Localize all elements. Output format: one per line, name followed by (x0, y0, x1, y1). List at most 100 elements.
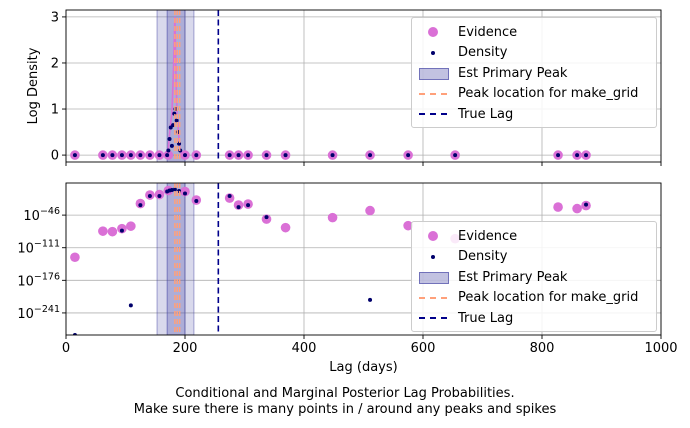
density-point (119, 228, 124, 233)
y-tick-label: 10−241 (17, 304, 60, 322)
legend-label: Est Primary Peak (458, 65, 568, 81)
y-tick-label: 10−176 (17, 271, 60, 289)
legend-label: True Lag (458, 310, 514, 326)
density-point (264, 153, 269, 158)
x-axis-label: Lag (days) (329, 360, 397, 375)
density-point (147, 194, 152, 199)
density-marker-icon (431, 254, 435, 259)
y-tick-label: 2 (51, 56, 59, 71)
density-point (575, 153, 580, 158)
x-tick-label: 200 (173, 341, 198, 356)
evidence-point (327, 212, 338, 223)
density-point (169, 188, 174, 193)
y-axis-label: Log Density (26, 47, 41, 124)
salmon-dash-icon (419, 296, 447, 299)
density-point (227, 194, 232, 199)
density-point (174, 118, 179, 123)
density-point (264, 215, 269, 220)
evidence-point (98, 226, 108, 236)
legend-item-est-primary-peak: Est Primary Peak (418, 267, 648, 288)
density-point (368, 297, 373, 302)
plot-area (70, 10, 591, 162)
axes-frame (65, 9, 662, 163)
figure-caption-line-1: Conditional and Marginal Posterior Lag P… (175, 386, 515, 401)
legend-label: Evidence (458, 24, 518, 40)
legend-label: Peak location for make_grid (458, 86, 639, 102)
est-primary-peak-inner (166, 183, 186, 335)
density-point (584, 202, 589, 207)
density-point (169, 143, 174, 148)
density-point (368, 153, 373, 158)
evidence-point (107, 226, 118, 237)
density-point (138, 153, 143, 158)
density-point (283, 153, 288, 158)
density-point (236, 153, 241, 158)
evidence-point (572, 203, 582, 214)
density-point (406, 153, 411, 158)
density-point (110, 153, 115, 158)
x-tick-label: 0 (62, 341, 70, 356)
evidence-point (70, 252, 80, 263)
y-tick-label: 0 (51, 149, 59, 164)
x-tick-label: 1000 (644, 341, 677, 356)
evidence-point (280, 222, 291, 233)
y-tick-label: 10−111 (17, 239, 60, 257)
x-tick-label: 800 (530, 341, 555, 356)
density-point (172, 187, 177, 192)
legend-item-density: Density (418, 247, 648, 268)
density-point (194, 153, 199, 158)
legend-top: Evidence Density Est Primary Peak Peak l… (411, 17, 657, 128)
density-point (147, 153, 152, 158)
legend-item-peak-location: Peak location for make_grid (418, 84, 648, 105)
evidence-point (553, 202, 563, 212)
density-point (246, 203, 251, 208)
legend-label: Density (458, 45, 508, 61)
peak-patch-icon (419, 272, 449, 285)
peak-patch-icon (419, 68, 449, 81)
density-point (183, 191, 187, 196)
density-point (165, 153, 170, 158)
density-point (584, 153, 589, 158)
density-point (157, 153, 162, 158)
density-point (138, 203, 143, 208)
density-point (167, 136, 172, 141)
legend-item-est-primary-peak: Est Primary Peak (418, 63, 648, 84)
evidence-point (233, 200, 244, 210)
density-marker-icon (431, 50, 435, 55)
evidence-marker-icon (428, 27, 438, 38)
y-tick-label: 10−46 (23, 206, 60, 224)
density-point (166, 148, 171, 153)
evidence-point (117, 223, 127, 234)
legend-label: Evidence (458, 228, 518, 244)
density-point (246, 153, 251, 158)
legend-label: True Lag (458, 106, 514, 122)
evidence-point (224, 193, 235, 203)
figure-caption-line-2: Make sure there is many points in / arou… (133, 402, 557, 417)
axes-frame (65, 182, 662, 336)
y-tick-label: 1 (51, 103, 59, 118)
density-point (171, 123, 176, 128)
legend-item-density: Density (418, 43, 648, 64)
density-point (157, 194, 162, 199)
navy-dash-icon (419, 317, 447, 320)
evidence-marker-icon (428, 231, 438, 242)
legend-item-evidence: Evidence (418, 22, 648, 43)
legend-item-peak-location: Peak location for make_grid (418, 288, 648, 309)
evidence-point (403, 220, 413, 231)
density-point (236, 205, 241, 210)
density-point (453, 153, 458, 158)
density-point (330, 153, 335, 158)
density-curve (165, 16, 183, 156)
y-tick-label: 3 (51, 10, 59, 25)
x-tick-label: 600 (411, 341, 436, 356)
salmon-dash-icon (419, 92, 447, 95)
density-point (128, 303, 133, 308)
density-point (183, 153, 187, 158)
top-panel: 0 1 2 3 Log Density (26, 9, 662, 166)
x-tick-label: 400 (292, 341, 317, 356)
density-point (194, 199, 199, 204)
legend-item-true-lag: True Lag (418, 308, 648, 329)
density-point (72, 153, 77, 158)
density-point (128, 153, 133, 158)
legend-bottom: Evidence Density Est Primary Peak Peak l… (411, 221, 657, 332)
